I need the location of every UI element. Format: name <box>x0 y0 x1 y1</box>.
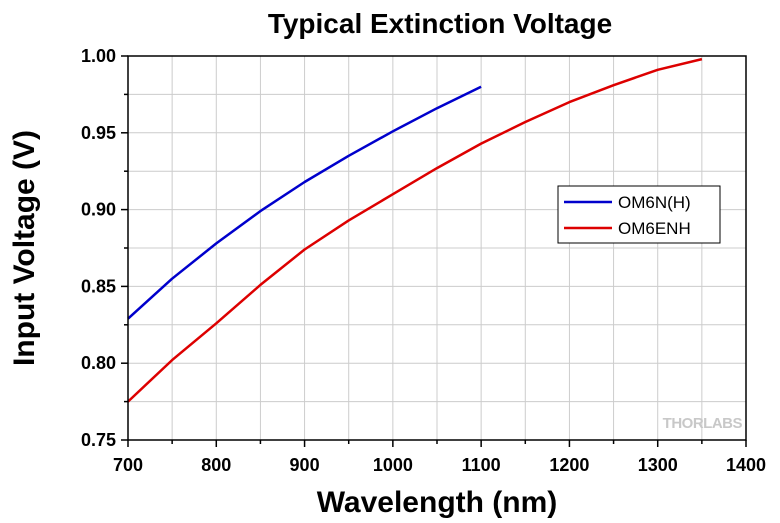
y-tick-label: 0.80 <box>81 353 116 373</box>
y-axis-label: Input Voltage (V) <box>8 130 41 366</box>
grid <box>128 56 746 440</box>
thorlabs-watermark: THORLABS <box>663 415 743 432</box>
series-line-om6enh <box>127 57 703 403</box>
x-tick-label: 1100 <box>462 455 501 475</box>
x-tick-label: 1000 <box>373 455 413 475</box>
x-tick-labels: 700 800 900 1000 1100 1200 1300 1400 <box>113 455 766 475</box>
y-tick-label: 0.95 <box>81 123 116 143</box>
legend: OM6N(H) OM6ENH <box>557 185 721 244</box>
x-tick-label: 1200 <box>549 455 589 475</box>
plot-area <box>127 57 703 403</box>
y-tick-label: 0.85 <box>81 276 116 296</box>
y-tick-labels: 0.75 0.80 0.85 0.90 0.95 1.00 <box>81 46 116 450</box>
x-tick-label: 800 <box>201 455 231 475</box>
y-tick-label: 0.75 <box>81 430 116 450</box>
chart-title: Typical Extinction Voltage <box>268 8 612 39</box>
legend-box <box>557 185 721 244</box>
x-tick-label: 1300 <box>638 455 678 475</box>
y-tick-label: 0.90 <box>81 200 116 220</box>
x-axis-label: Wavelength (nm) <box>317 486 558 519</box>
ticks <box>121 55 747 447</box>
legend-label-om6enh: OM6ENH <box>618 219 691 238</box>
series-line-om6n-h <box>127 85 482 320</box>
y-tick-label: 1.00 <box>81 46 116 66</box>
x-tick-label: 1400 <box>726 455 766 475</box>
x-tick-label: 900 <box>290 455 320 475</box>
legend-label-om6n: OM6N(H) <box>618 193 691 212</box>
x-tick-label: 700 <box>113 455 143 475</box>
